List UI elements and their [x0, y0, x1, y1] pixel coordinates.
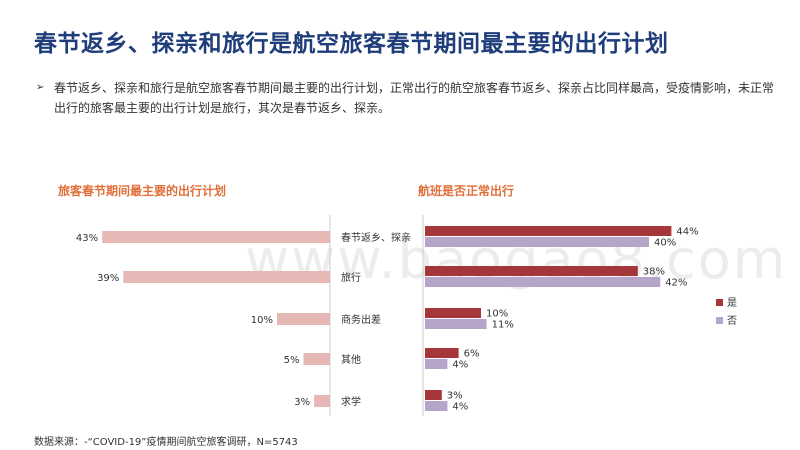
left-value-label-3: 5%	[284, 355, 300, 366]
left-chart-title: 旅客春节期间最主要的出行计划	[58, 184, 227, 198]
right-bar-no-3	[425, 359, 448, 369]
right-value-label-yes-4: 3%	[447, 391, 463, 402]
right-bar-no-0	[425, 237, 649, 247]
left-value-label-4: 3%	[294, 397, 310, 408]
category-label-0: 春节返乡、探亲	[341, 231, 411, 244]
right-bar-yes-0	[425, 226, 672, 236]
arrow-bullet-icon: ➢	[36, 82, 45, 93]
left-bar-1	[123, 271, 330, 283]
category-label-1: 旅行	[341, 271, 361, 284]
right-bar-yes-1	[425, 266, 638, 276]
left-value-label-1: 39%	[97, 273, 119, 284]
right-bar-yes-3	[425, 348, 459, 358]
page-title: 春节返乡、探亲和旅行是航空旅客春节期间最主要的出行计划	[34, 31, 669, 57]
legend-label-yes: 是	[727, 297, 737, 309]
right-bar-no-1	[425, 277, 661, 287]
left-value-label-0: 43%	[76, 233, 98, 244]
category-label-2: 商务出差	[341, 313, 381, 326]
right-bar-yes-4	[425, 390, 442, 400]
category-label-3: 其他	[341, 353, 361, 366]
right-chart-title: 航班是否正常出行	[418, 184, 515, 198]
right-value-label-yes-0: 44%	[676, 227, 698, 238]
right-value-label-yes-1: 38%	[643, 267, 665, 278]
right-value-label-no-4: 4%	[452, 402, 468, 413]
legend-swatch-yes	[716, 299, 723, 306]
summary-bullet: ➢ 春节返乡、探亲和旅行是航空旅客春节期间最主要的出行计划，正常出行的航空旅客春…	[36, 78, 781, 118]
left-bar-4	[314, 395, 330, 407]
right-value-label-no-2: 11%	[492, 320, 514, 331]
summary-text: 春节返乡、探亲和旅行是航空旅客春节期间最主要的出行计划，正常出行的航空旅客春节返…	[54, 81, 775, 115]
right-value-label-yes-2: 10%	[486, 309, 508, 320]
left-value-label-2: 10%	[251, 315, 273, 326]
right-bar-no-2	[425, 319, 487, 329]
source-note: 数据来源：-“COVID-19”疫情期间航空旅客调研，N=5743	[34, 437, 298, 448]
right-bar-no-4	[425, 401, 448, 411]
left-bar-0	[102, 231, 330, 243]
category-label-4: 求学	[341, 395, 361, 408]
left-bar-3	[303, 353, 330, 365]
legend-swatch-no	[716, 317, 723, 324]
right-value-label-yes-3: 6%	[464, 349, 480, 360]
legend-label-no: 否	[727, 315, 737, 327]
right-value-label-no-1: 42%	[665, 278, 687, 289]
left-bar-2	[277, 313, 330, 325]
right-value-label-no-3: 4%	[452, 360, 468, 371]
right-bar-yes-2	[425, 308, 481, 318]
right-value-label-no-0: 40%	[654, 238, 676, 249]
